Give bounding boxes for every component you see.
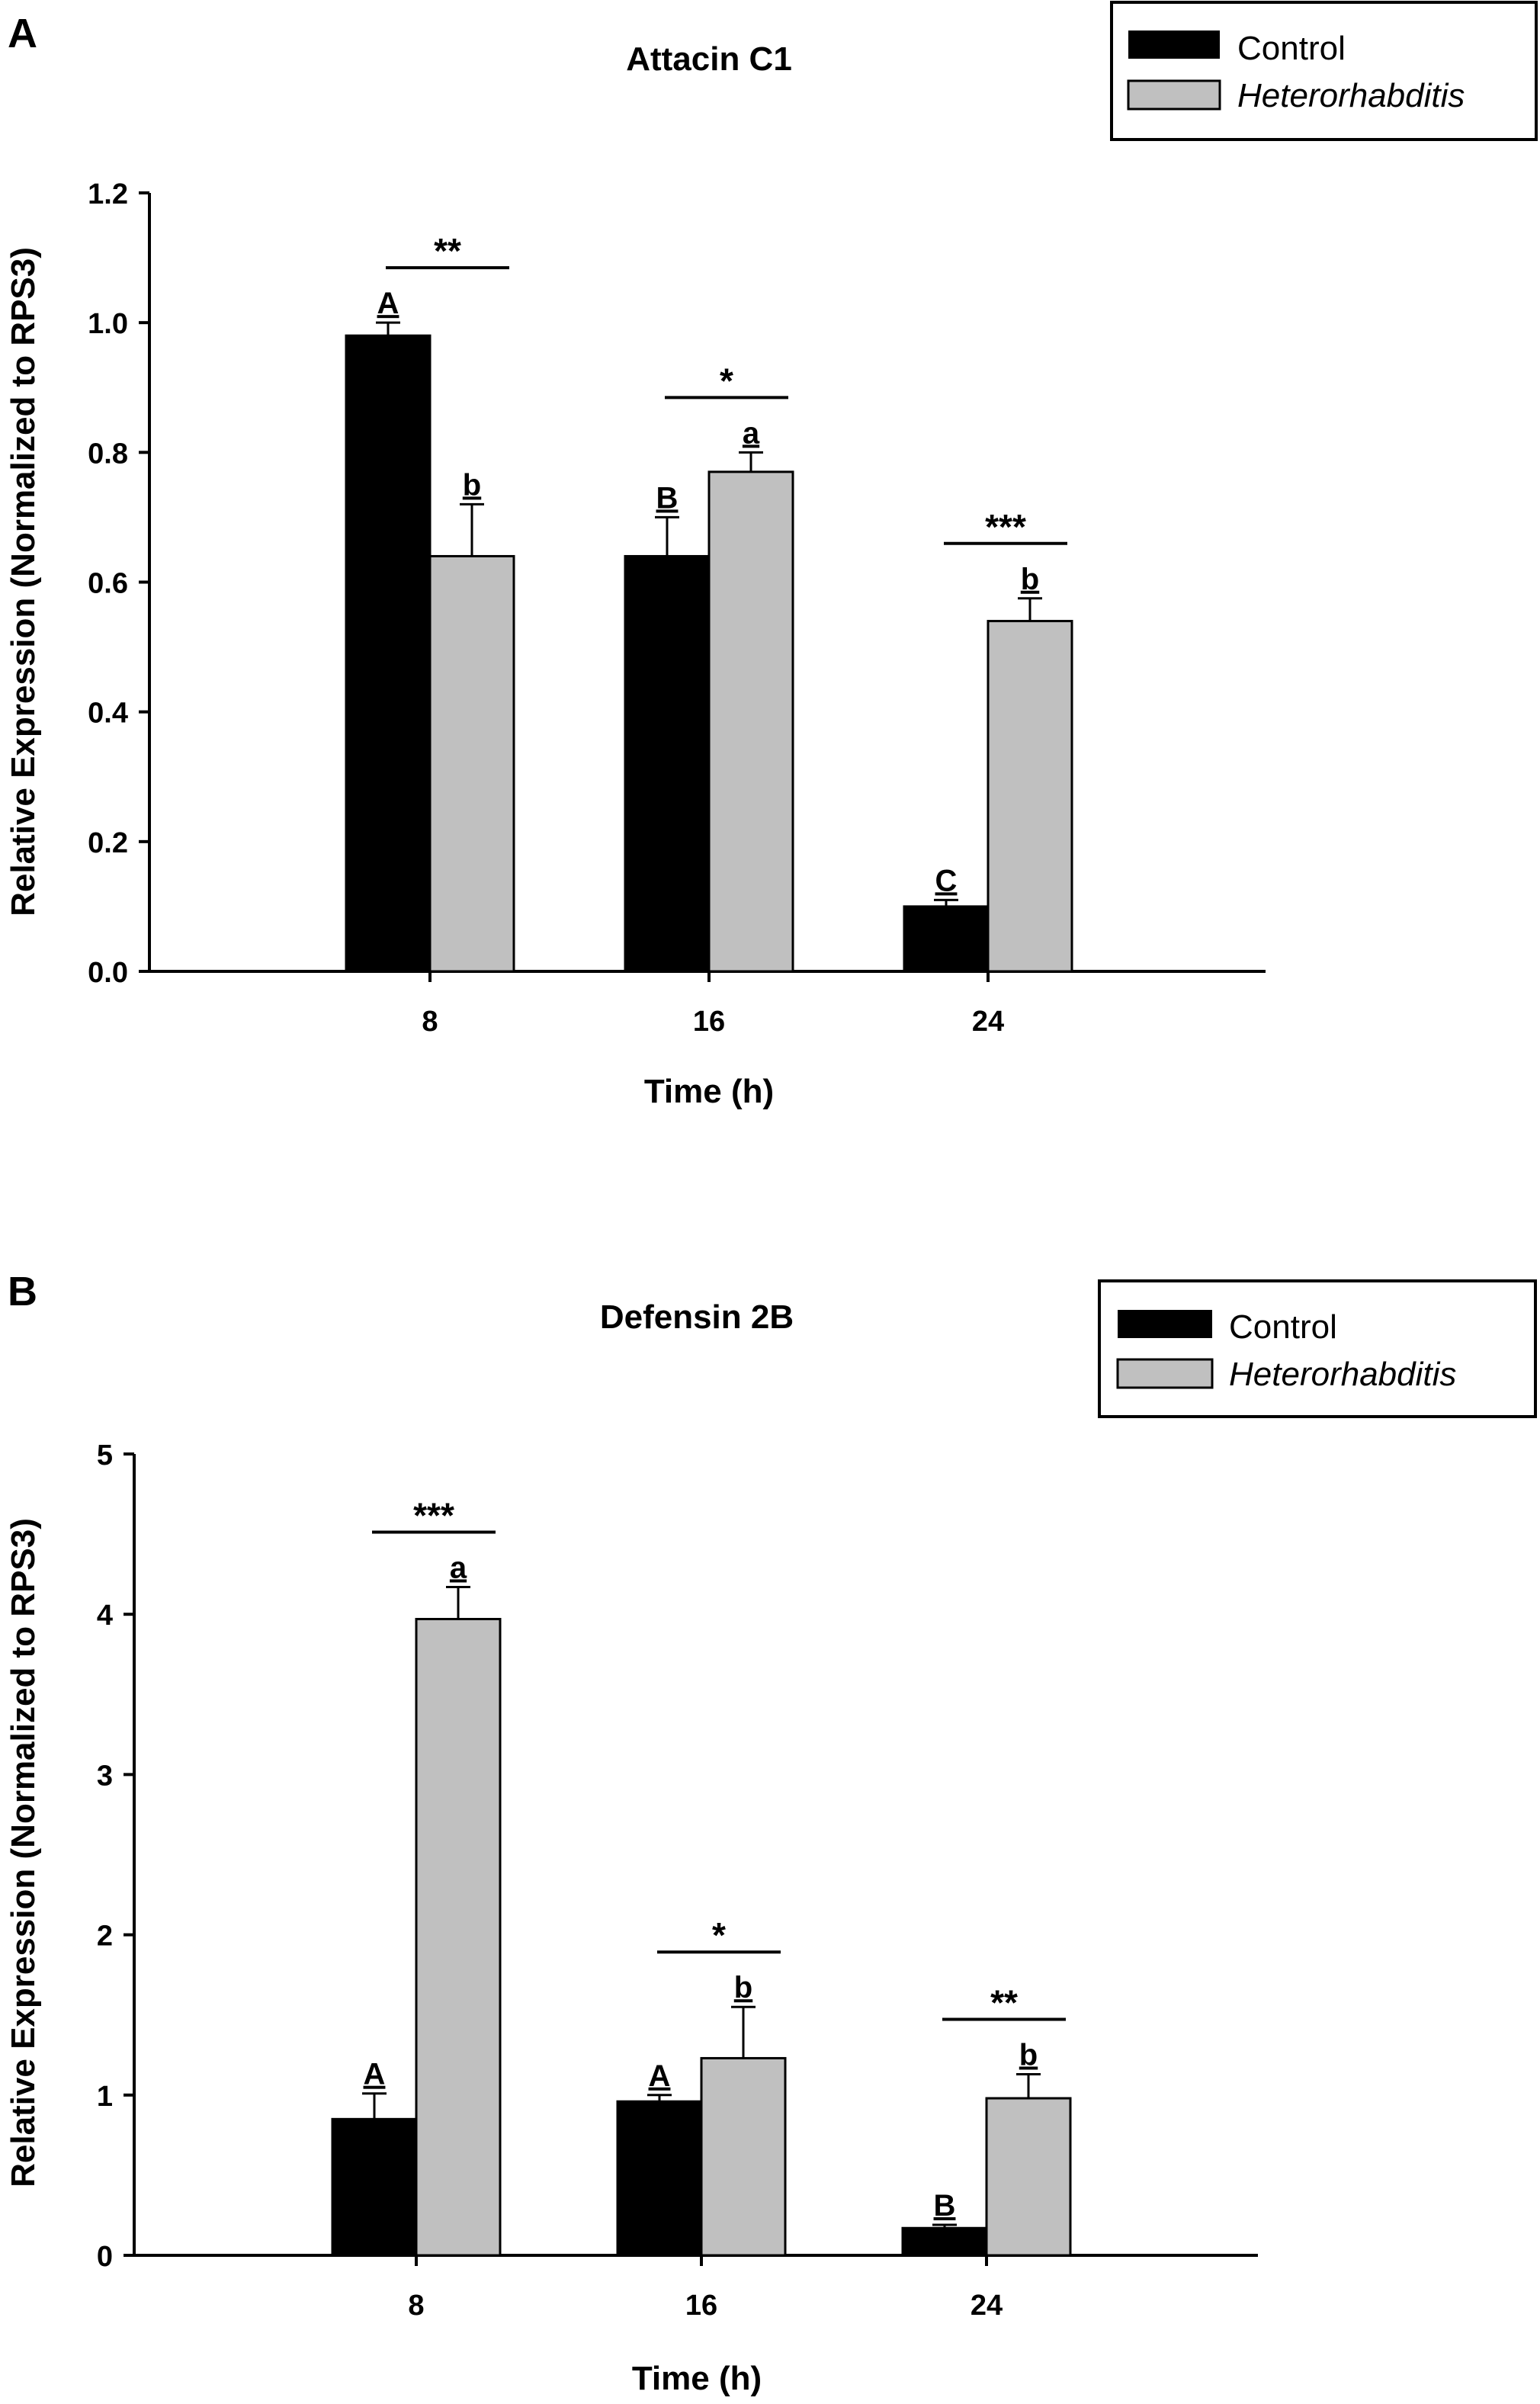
y-axis-label-a: Relative Expression (Normalized to RPS3) [5,247,42,916]
legend-swatch-a-1 [1127,79,1221,111]
letter-label-b-0-2: B [934,2189,956,2223]
y-tick-label-b-1: 1 [97,2081,113,2113]
bar-a-control-16 [624,554,711,973]
y-tick-label-a-2: 0.4 [88,698,128,730]
y-ticks-b: 0 1 2 3 4 5 [97,1440,134,2273]
x-ticks-b: 8 16 24 [408,2255,1003,2322]
legend-a: Control Heterorhabditis [1110,1,1538,141]
x-axis-label-a: Time (h) [644,1073,774,1110]
legend-label-b-1: Heterorhabditis [1229,1356,1456,1393]
y-tick-label-b-2: 2 [97,1921,113,1953]
x-ticks-a: 8 16 24 [422,971,1004,1038]
letter-label-a-1-0: b [463,468,481,502]
letter-label-b-1-1: b [734,1971,752,2004]
significance-marker-a-1: * [720,361,733,400]
y-tick-label-a-3: 0.6 [88,568,128,600]
y-tick-label-b-3: 3 [97,1760,113,1792]
chart-title-b: Defensin 2B [600,1298,794,1336]
letter-label-b-0-0: A [364,2058,386,2091]
y-tick-label-b-0: 0 [97,2241,113,2273]
y-tick-label-a-6: 1.2 [88,178,128,210]
bars-a: Ab ** Ba * Cb *** [345,231,1073,973]
chart-title-a: Attacin C1 [626,40,792,78]
letter-label-a-0-0: A [377,287,399,320]
y-tick-label-b-4: 4 [97,1600,113,1632]
legend-swatch-a-0 [1128,30,1220,59]
legend-label-b-0: Control [1229,1308,1337,1346]
bar-a-control-8 [345,334,432,973]
legend-swatch-b-1 [1116,1358,1214,1389]
letter-label-b-0-1: A [649,2059,671,2093]
letter-label-a-1-1: a [743,416,760,450]
x-tick-label-a-2: 24 [972,1006,1004,1038]
bar-b-heterorhabditis-16 [700,2056,787,2257]
y-tick-label-a-0: 0.0 [88,957,128,989]
x-tick-label-a-1: 16 [693,1006,725,1038]
y-tick-label-b-5: 5 [97,1440,113,1472]
bar-b-heterorhabditis-24 [985,2097,1072,2257]
legend-b: Control Heterorhabditis [1098,1279,1537,1418]
y-ticks-a: 0.0 0.2 0.4 0.6 0.8 1.0 1.2 [88,178,149,989]
significance-marker-b-2: ** [990,1982,1018,2022]
x-tick-label-a-0: 8 [422,1006,438,1038]
letter-label-a-0-1: B [656,481,679,515]
letter-label-b-1-0: a [450,1551,467,1584]
significance-marker-a-2: *** [985,507,1026,547]
bars-b: Aa***Ab*Bb** [331,1495,1072,2257]
y-tick-label-a-4: 0.8 [88,438,128,470]
y-axis-label-b: Relative Expression (Normalized to RPS3) [5,1518,42,2187]
letter-label-a-0-2: C [935,864,958,897]
bar-b-heterorhabditis-8 [415,1618,502,2257]
y-tick-label-a-1: 0.2 [88,827,128,859]
x-tick-label-b-0: 8 [408,2290,424,2322]
legend-swatch-b-0 [1118,1310,1212,1338]
bar-a-heterorhabditis-8 [428,554,515,973]
bar-a-heterorhabditis-24 [987,620,1073,973]
x-axis-label-b: Time (h) [632,2360,762,2397]
bar-a-control-24 [903,905,990,973]
legend-box-a [1110,1,1538,141]
bar-a-heterorhabditis-16 [707,470,794,973]
x-tick-label-b-2: 24 [971,2290,1003,2322]
panel-a: A Attacin C1 Control Heterorhabditis 0.0… [5,1,1538,1110]
panel-b: B Defensin 2B Control Heterorhabditis 0 … [5,1269,1537,2397]
panel-label-b: B [8,1269,37,1314]
significance-marker-a-0: ** [434,231,461,271]
bar-b-control-8 [331,2117,418,2257]
bar-b-control-16 [616,2100,703,2257]
legend-label-a-0: Control [1237,30,1346,67]
legend-box-b [1098,1279,1537,1418]
legend-label-a-1: Heterorhabditis [1237,77,1465,114]
bar-b-control-24 [901,2226,988,2257]
letter-label-a-1-2: b [1021,563,1039,596]
letter-label-b-1-2: b [1019,2038,1038,2072]
significance-marker-b-1: * [712,1915,726,1955]
y-tick-label-a-5: 1.0 [88,308,128,340]
x-tick-label-b-1: 16 [685,2290,717,2322]
panel-label-a: A [8,11,37,56]
significance-marker-b-0: *** [413,1495,454,1535]
